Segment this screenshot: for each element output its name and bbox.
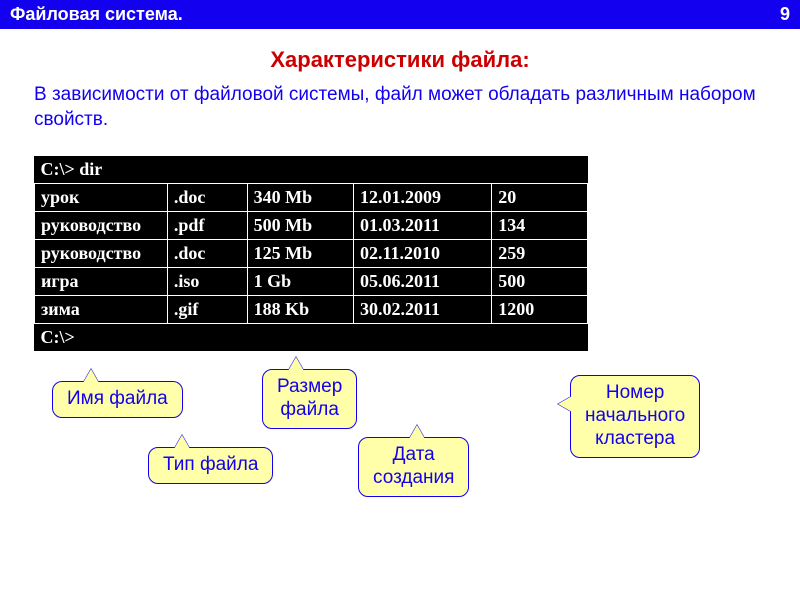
file-listing-table: C:\> dir урок .doc 340 Mb 12.01.2009 20 …	[34, 156, 588, 351]
callout-text-l2: файла	[280, 399, 338, 420]
table-row: игра .iso 1 Gb 05.06.2011 500	[35, 268, 588, 296]
cell-ext: .gif	[167, 296, 247, 324]
cell-ext: .iso	[167, 268, 247, 296]
table-row: руководство .doc 125 Mb 02.11.2010 259	[35, 240, 588, 268]
cell-name: урок	[35, 184, 168, 212]
prompt-bottom: C:\>	[35, 324, 588, 352]
cell-ext: .doc	[167, 184, 247, 212]
cell-ext: .doc	[167, 240, 247, 268]
cell-date: 30.02.2011	[354, 296, 492, 324]
cell-date: 02.11.2010	[354, 240, 492, 268]
cell-name: руководство	[35, 212, 168, 240]
callout-text-l3: кластера	[595, 428, 675, 449]
table-row: урок .doc 340 Mb 12.01.2009 20	[35, 184, 588, 212]
cell-ext: .pdf	[167, 212, 247, 240]
cell-name: игра	[35, 268, 168, 296]
cell-size: 500 Mb	[247, 212, 353, 240]
cell-date: 05.06.2011	[354, 268, 492, 296]
cell-cluster: 134	[492, 212, 588, 240]
callout-text-l2: создания	[373, 467, 454, 488]
intro-text: В зависимости от файловой системы, файл …	[0, 83, 800, 132]
cell-cluster: 1200	[492, 296, 588, 324]
cell-date: 12.01.2009	[354, 184, 492, 212]
slide-header-pagenum: 9	[780, 4, 790, 25]
callout-date: Дата создания	[358, 437, 469, 497]
cell-date: 01.03.2011	[354, 212, 492, 240]
terminal-block: C:\> dir урок .doc 340 Mb 12.01.2009 20 …	[34, 156, 588, 351]
callout-text-l1: Дата	[393, 444, 435, 465]
callout-filesize: Размер файла	[262, 369, 357, 429]
callout-text-l1: Номер	[606, 382, 664, 403]
callout-text-l1: Размер	[277, 376, 342, 397]
callout-text-l2: начального	[585, 405, 685, 426]
cell-cluster: 259	[492, 240, 588, 268]
callout-filetype: Тип файла	[148, 447, 273, 484]
slide-header-title: Файловая система.	[10, 4, 183, 25]
cell-cluster: 500	[492, 268, 588, 296]
callout-text: Тип файла	[163, 454, 258, 475]
callout-cluster: Номер начального кластера	[570, 375, 700, 457]
cell-name: зима	[35, 296, 168, 324]
cell-cluster: 20	[492, 184, 588, 212]
callouts-layer: Имя файла Тип файла Размер файла Дата со…	[0, 351, 800, 561]
callout-text: Имя файла	[67, 388, 168, 409]
cell-size: 188 Kb	[247, 296, 353, 324]
table-row: руководство .pdf 500 Mb 01.03.2011 134	[35, 212, 588, 240]
cell-size: 1 Gb	[247, 268, 353, 296]
table-row: зима .gif 188 Kb 30.02.2011 1200	[35, 296, 588, 324]
callout-filename: Имя файла	[52, 381, 183, 418]
slide-header: Файловая система. 9	[0, 0, 800, 29]
cell-name: руководство	[35, 240, 168, 268]
prompt-top: C:\> dir	[35, 156, 588, 184]
cell-size: 125 Mb	[247, 240, 353, 268]
page-title: Характеристики файла:	[0, 47, 800, 73]
cell-size: 340 Mb	[247, 184, 353, 212]
